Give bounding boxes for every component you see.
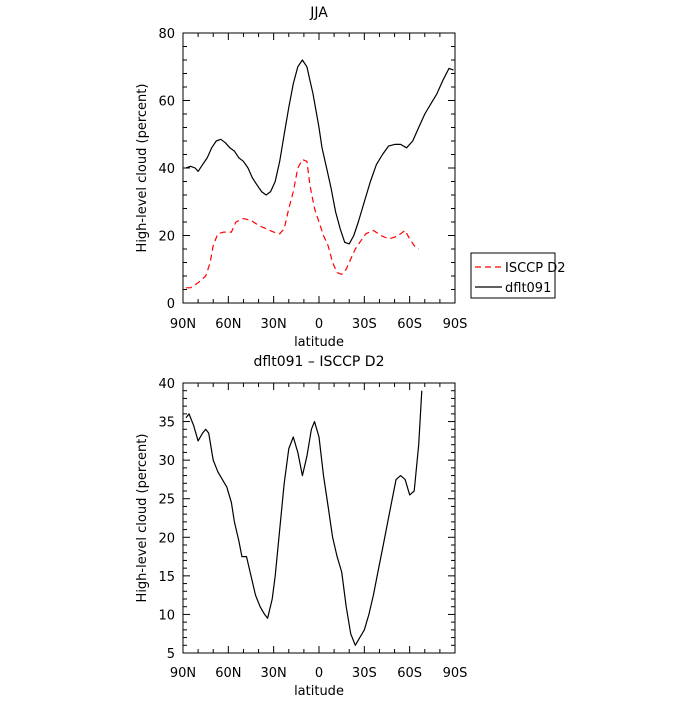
x-tick-label: 90S [443, 317, 468, 332]
x-tick-label: 90N [170, 317, 196, 332]
y-tick-label: 60 [158, 95, 175, 110]
y-tick-label: 20 [158, 230, 175, 245]
y-tick-label: 20 [158, 531, 175, 546]
x-tick-label: 90S [443, 666, 468, 681]
x-tick-label: 60S [397, 666, 422, 681]
x-tick-label: 0 [315, 666, 323, 681]
y-tick-label: 35 [158, 416, 175, 431]
y-tick-label: 40 [158, 162, 175, 177]
x-tick-label: 60N [215, 666, 241, 681]
y-tick-label: 5 [167, 647, 175, 662]
y-tick-label: 10 [158, 608, 175, 623]
panel-jja: JJA latitude High-level cloud (percent) … [135, 5, 467, 350]
x-tick-label: 30S [352, 666, 377, 681]
x-tick-label: 90N [170, 666, 196, 681]
x-tick-label: 30S [352, 317, 377, 332]
y-tick-label: 30 [158, 454, 175, 469]
y-tick-label: 0 [167, 297, 175, 312]
x-tick-label: 60S [397, 317, 422, 332]
panel-title: JJA [309, 5, 328, 21]
plot-frame [182, 32, 456, 304]
series-line-isccp-d2 [186, 159, 420, 289]
x-axis-label: latitude [294, 684, 344, 699]
x-tick-label: 0 [315, 317, 323, 332]
x-tick-label: 60N [215, 317, 241, 332]
legend-label-isccp: ISCCP D2 [505, 261, 566, 276]
legend: ISCCP D2 dflt091 [470, 252, 566, 299]
x-tick-label: 30N [261, 666, 287, 681]
y-axis-label: High-level cloud (percent) [135, 84, 150, 253]
legend-box [470, 252, 556, 299]
panel-title: dflt091 – ISCCP D2 [254, 354, 385, 370]
x-tick-label: 30N [261, 317, 287, 332]
y-tick-label: 15 [158, 570, 175, 585]
y-tick-label: 40 [158, 377, 175, 392]
y-tick-label: 80 [158, 27, 175, 42]
panel-difference: dflt091 – ISCCP D2 latitude High-level c… [135, 354, 467, 699]
legend-label-dflt091: dflt091 [505, 281, 551, 296]
series-line-difference [185, 390, 423, 646]
series-line-dflt091 [185, 59, 454, 245]
x-axis-label: latitude [294, 335, 344, 350]
y-tick-label: 25 [158, 493, 175, 508]
plot-frame [182, 382, 456, 654]
y-axis-label: High-level cloud (percent) [135, 434, 150, 603]
